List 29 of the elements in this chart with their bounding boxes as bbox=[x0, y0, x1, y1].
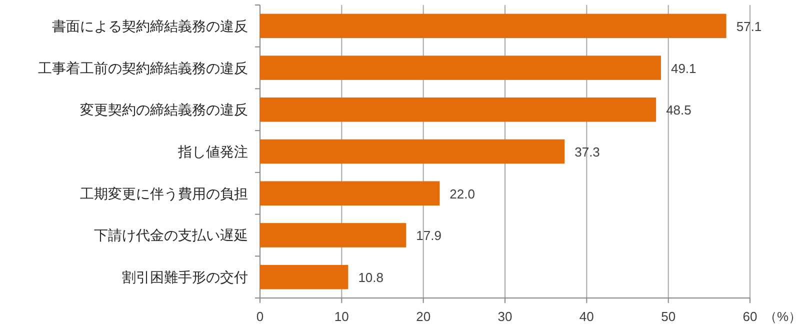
data-label: 49.1 bbox=[670, 60, 696, 76]
data-label: 22.0 bbox=[450, 186, 475, 202]
y-tick-label: 工期変更に伴う費用の負担 bbox=[80, 185, 248, 202]
x-tick-label: 40 bbox=[579, 309, 594, 324]
y-tick-label: 変更契約の締結義務の違反 bbox=[80, 102, 248, 118]
data-label: 17.9 bbox=[416, 228, 442, 244]
bar bbox=[260, 139, 565, 164]
x-tick-label: 10 bbox=[334, 309, 349, 324]
x-tick-label: 60 bbox=[742, 309, 758, 324]
bar bbox=[260, 56, 661, 80]
data-label: 48.5 bbox=[666, 102, 692, 118]
y-tick-label: 下請け代金の支払い遅延 bbox=[94, 227, 248, 244]
x-axis-title: （%） bbox=[764, 309, 800, 324]
bar bbox=[260, 98, 656, 122]
x-tick-label: 0 bbox=[256, 309, 264, 324]
data-label: 57.1 bbox=[736, 18, 762, 34]
bar bbox=[260, 264, 348, 290]
data-label: 10.8 bbox=[358, 270, 384, 286]
x-tick-label: 30 bbox=[498, 309, 512, 324]
bar bbox=[260, 14, 726, 38]
bar bbox=[260, 181, 440, 206]
x-tick-label: 50 bbox=[661, 309, 676, 324]
x-tick-label: 20 bbox=[416, 309, 431, 324]
y-tick-label: 書面による契約締結義務の違反 bbox=[52, 18, 248, 34]
y-tick-label: 指し値発注 bbox=[177, 144, 248, 160]
data-label: 37.3 bbox=[574, 144, 600, 160]
y-tick-label: 工事着工前の契約締結義務の違反 bbox=[38, 60, 248, 76]
bar bbox=[260, 223, 406, 248]
y-tick-label: 割引困難手形の交付 bbox=[122, 269, 248, 286]
